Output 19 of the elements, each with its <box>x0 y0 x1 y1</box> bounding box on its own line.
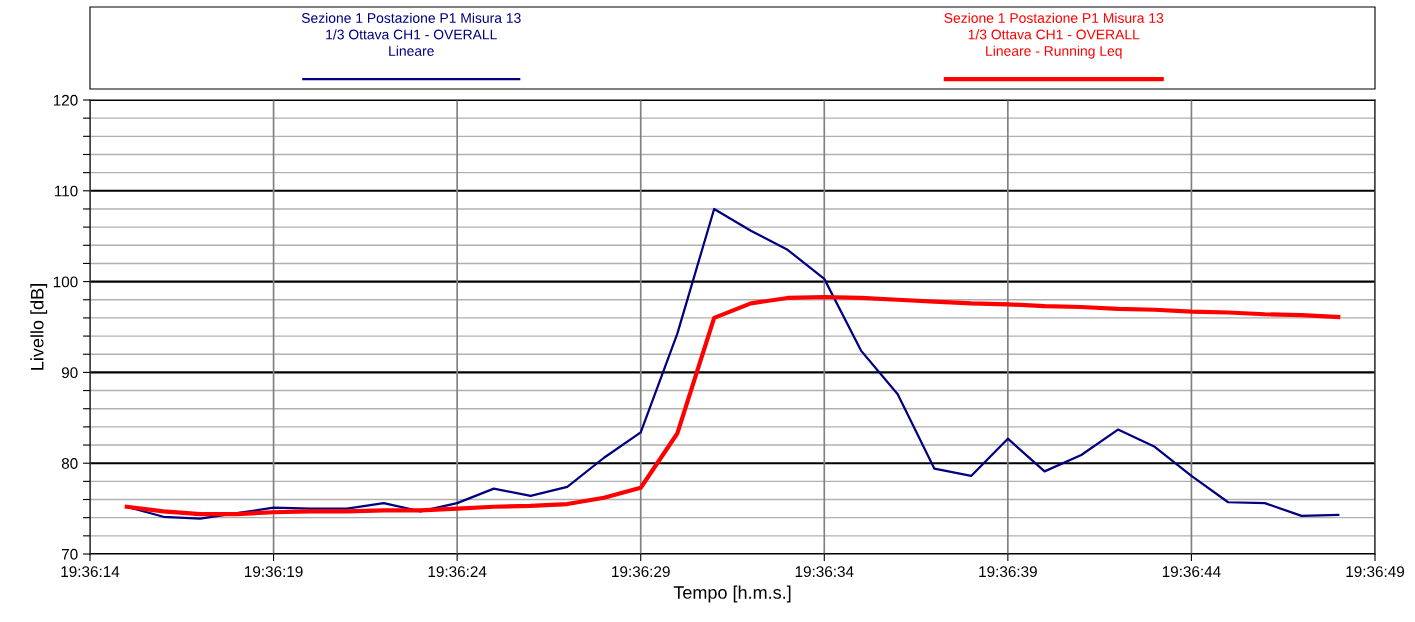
x-tick-label: 19:36:29 <box>612 566 670 578</box>
x-axis-title: Tempo [h.m.s.] <box>673 585 791 603</box>
y-tick-label: 90 <box>61 367 78 379</box>
x-tick-label: 19:36:24 <box>428 566 487 578</box>
y-tick-label: 110 <box>55 185 78 197</box>
line-series <box>124 294 1341 517</box>
y-tick-label: 80 <box>61 458 78 469</box>
text: Sezione 1 Postazione P1 Misura 13 1/3 Ottava CH1 - OVERALL Lineare - Running Leq <box>944 12 1164 59</box>
y-tick-label: 70 <box>61 548 78 560</box>
x-tick-label: 19:36:44 <box>1162 566 1221 578</box>
x-tick-label: 19:36:19 <box>245 566 303 578</box>
y-tick-label: 120 <box>53 94 78 106</box>
y-axis-title: Livello [dB] <box>30 284 48 370</box>
x-tick-label: 19:36:34 <box>795 566 854 578</box>
x-tick-label: 19:36:14 <box>61 566 120 578</box>
y-tick-label: 100 <box>53 276 78 288</box>
x-tick-label: 19:36:39 <box>979 566 1037 578</box>
text: Sezione 1 Postazione P1 Misura 13 1/3 Ottava CH1 - OVERALL Lineare <box>301 12 521 56</box>
x-tick-label: 19:36:49 <box>1346 566 1405 578</box>
